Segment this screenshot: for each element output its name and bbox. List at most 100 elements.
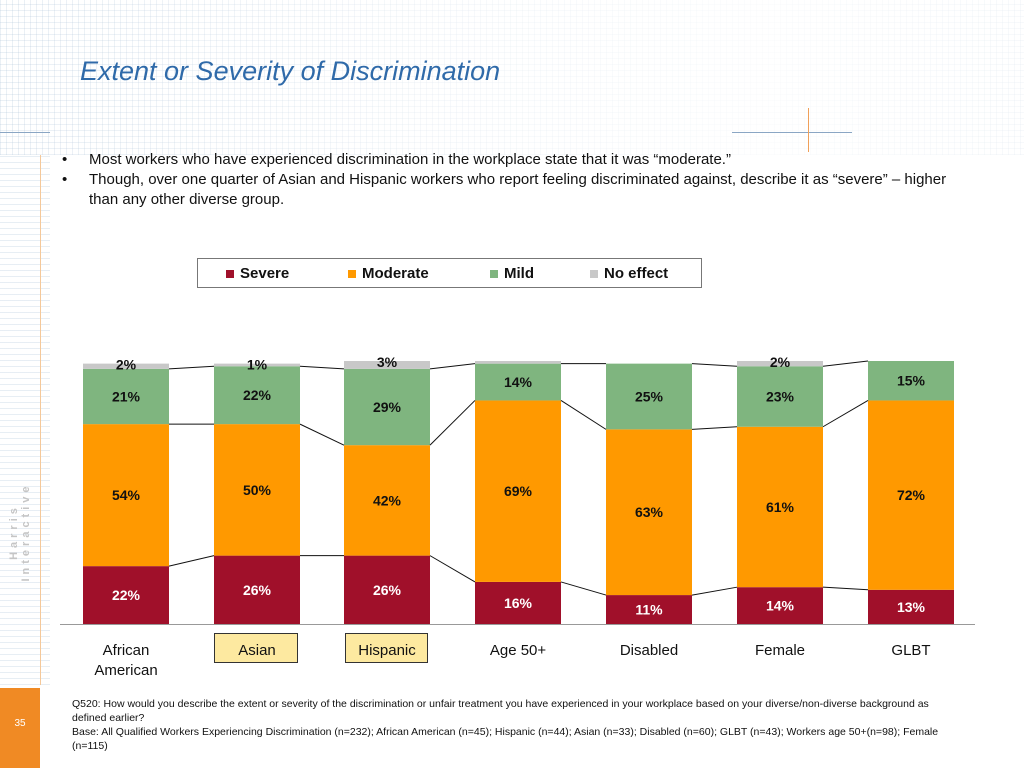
- data-label: 42%: [373, 492, 402, 508]
- chart-legend: Severe Moderate Mild No effect: [197, 258, 702, 288]
- series-connector-line: [822, 360, 869, 367]
- data-label: 63%: [635, 504, 664, 520]
- data-label: 21%: [112, 389, 141, 405]
- series-connector-line: [429, 363, 476, 370]
- bar-moderate: [344, 445, 430, 556]
- data-label: 13%: [897, 599, 926, 615]
- legend-swatch-severe: [226, 269, 234, 278]
- bar-severe: [868, 589, 954, 624]
- page-number: 35: [14, 718, 26, 729]
- brand-vertical: Harris Interactive: [8, 450, 32, 610]
- highlight-box-hispanic: [345, 633, 428, 663]
- category-label: GLBT: [891, 642, 930, 659]
- bullet-list: • Most workers who have experienced disc…: [62, 150, 962, 210]
- data-label: 29%: [373, 399, 402, 415]
- bar-no-effect: [214, 363, 300, 367]
- brand-text: Harris Interactive: [8, 482, 32, 582]
- bar-moderate: [214, 424, 300, 556]
- footnote-question: Q520: How would you describe the extent …: [72, 698, 929, 724]
- data-label: 16%: [504, 595, 533, 611]
- legend-label-moderate: Moderate: [362, 265, 429, 282]
- category-label: American: [94, 662, 157, 679]
- bullet-symbol: •: [62, 151, 68, 168]
- data-label: 22%: [243, 387, 272, 403]
- data-label: 61%: [766, 499, 795, 515]
- series-connector-line: [299, 365, 345, 370]
- category-label: Female: [755, 642, 805, 659]
- bullet-text: Most workers who have experienced discri…: [89, 151, 731, 168]
- data-label: 2%: [770, 354, 791, 370]
- bar-mild: [737, 366, 823, 427]
- bullet-item: • Though, over one quarter of Asian and …: [62, 170, 962, 210]
- data-label: 25%: [635, 389, 664, 405]
- data-label: 54%: [112, 487, 141, 503]
- data-label: 69%: [504, 483, 533, 499]
- orange-vertical-rule: [808, 108, 809, 152]
- data-label: 22%: [112, 587, 141, 603]
- series-connector-line: [691, 363, 738, 367]
- bullet-symbol: •: [62, 171, 68, 188]
- bar-severe: [606, 595, 692, 624]
- legend-swatch-mild: [490, 269, 498, 278]
- footnote: Q520: How would you describe the extent …: [72, 697, 952, 753]
- bar-moderate: [83, 424, 169, 567]
- header-grid-fade: [0, 0, 1024, 155]
- bar-no-effect: [344, 361, 430, 369]
- bar-severe: [214, 555, 300, 624]
- bar-moderate: [868, 400, 954, 590]
- data-label: 72%: [897, 487, 926, 503]
- legend-item-moderate: Moderate: [348, 265, 429, 282]
- bar-severe: [475, 581, 561, 624]
- category-label: Hispanic: [358, 642, 416, 659]
- bar-moderate: [475, 400, 561, 582]
- bar-no-effect: [475, 361, 561, 364]
- bar-moderate: [606, 429, 692, 596]
- bullet-item: • Most workers who have experienced disc…: [62, 150, 962, 170]
- data-label: 26%: [373, 582, 402, 598]
- category-label: Age 50+: [490, 642, 547, 659]
- series-connector-line: [168, 365, 215, 370]
- highlight-box-asian: [214, 633, 298, 663]
- legend-label-no-effect: No effect: [604, 265, 669, 282]
- bar-severe: [344, 555, 430, 624]
- footnote-base: Base: All Qualified Workers Experiencing…: [72, 726, 939, 752]
- bar-mild: [83, 368, 169, 425]
- series-connector-line: [560, 400, 607, 430]
- series-connector-line: [822, 400, 869, 428]
- data-label: 23%: [766, 389, 795, 405]
- bar-severe: [83, 566, 169, 624]
- bar-mild: [868, 361, 954, 401]
- page-number-box: 35: [0, 688, 40, 768]
- bar-no-effect: [737, 361, 823, 367]
- bar-mild: [475, 363, 561, 401]
- left-orange-rule: [40, 155, 41, 685]
- slide-title: Extent or Severity of Discrimination: [80, 56, 501, 86]
- header-rule-left: [0, 132, 50, 133]
- series-connector-line: [429, 400, 476, 446]
- legend-item-no-effect: No effect: [590, 265, 668, 282]
- data-label: 14%: [504, 374, 533, 390]
- data-label: 1%: [247, 357, 268, 373]
- bar-no-effect: [83, 363, 169, 369]
- series-connector-line: [299, 423, 345, 446]
- data-label: 26%: [243, 582, 272, 598]
- series-connector-line: [691, 586, 738, 596]
- data-label: 11%: [635, 602, 663, 618]
- data-label: 14%: [766, 598, 795, 614]
- bar-moderate: [737, 426, 823, 588]
- legend-item-severe: Severe: [226, 265, 289, 282]
- series-connector-line: [822, 586, 869, 591]
- header-rule-right: [732, 132, 852, 133]
- series-connector-line: [168, 555, 215, 567]
- bar-severe: [737, 587, 823, 624]
- legend-label-severe: Severe: [240, 265, 290, 282]
- legend-swatch-moderate: [348, 269, 356, 278]
- data-label: 2%: [116, 357, 137, 373]
- category-label: African: [103, 642, 150, 659]
- series-connector-line: [429, 555, 476, 583]
- left-grid-strip: [0, 155, 50, 685]
- data-label: 50%: [243, 482, 272, 498]
- series-connector-line: [560, 581, 607, 596]
- series-connector-line: [691, 426, 738, 430]
